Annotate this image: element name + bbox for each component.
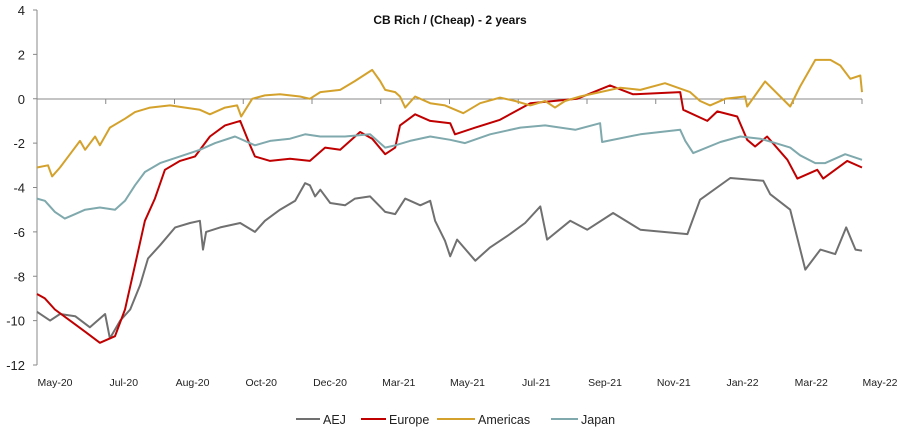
x-tick-label: Dec-20 <box>313 377 347 389</box>
x-tick-label: May-21 <box>450 377 485 389</box>
y-tick-label: -12 <box>6 358 25 373</box>
x-tick-label: Jan-22 <box>726 377 758 389</box>
x-tick-label: May-22 <box>862 377 897 389</box>
y-tick-label: 2 <box>18 47 25 62</box>
x-tick-label: Sep-21 <box>588 377 622 389</box>
x-tick-label: Aug-20 <box>176 377 210 389</box>
x-tick-label: Mar-22 <box>795 377 828 389</box>
x-tick-label: Jul-21 <box>522 377 551 389</box>
x-tick-label: Mar-21 <box>382 377 415 389</box>
y-tick-label: -10 <box>6 314 25 329</box>
series-line-europe <box>36 84 863 344</box>
y-tick-label: -8 <box>13 269 25 284</box>
x-tick-label: Jul-20 <box>109 377 138 389</box>
series-line-japan <box>36 122 863 220</box>
x-tick-label: Oct-20 <box>245 377 277 389</box>
legend-label-europe: Europe <box>389 413 429 427</box>
legend-label-aej: AEJ <box>323 413 346 427</box>
legend-label-japan: Japan <box>581 413 615 427</box>
series-line-americas <box>36 58 863 178</box>
series-line-aej <box>36 177 863 340</box>
y-tick-label: -2 <box>13 136 25 151</box>
chart-title: CB Rich / (Cheap) - 2 years <box>373 13 527 27</box>
y-tick-label: 0 <box>18 92 25 107</box>
x-tick-label: Nov-21 <box>657 377 691 389</box>
legend-label-americas: Americas <box>478 413 530 427</box>
y-tick-label: 4 <box>18 3 25 18</box>
y-tick-label: -6 <box>13 225 25 240</box>
legend: AEJ Europe Americas Japan <box>296 413 615 427</box>
y-tick-label: -4 <box>13 181 25 196</box>
x-tick-label: May-20 <box>37 377 72 389</box>
